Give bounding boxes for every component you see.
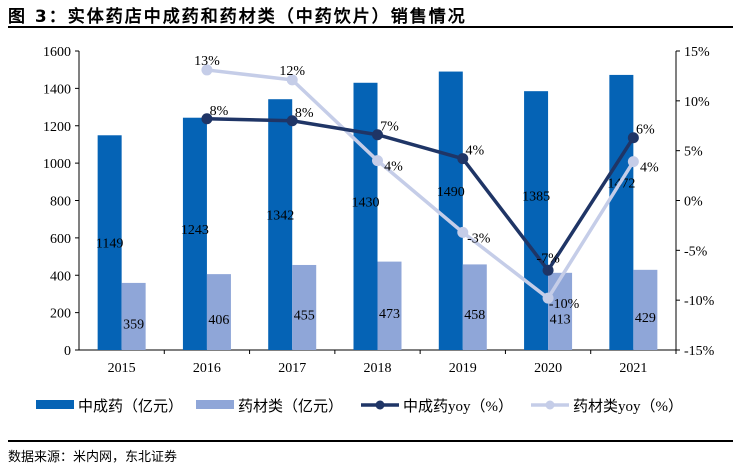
bar-patent	[524, 91, 549, 350]
bar-patent	[438, 71, 463, 351]
bar-label-patent: 1490	[437, 185, 465, 200]
bar-herbs	[377, 261, 402, 350]
line-marker	[201, 64, 213, 76]
bar-label-patent: 1342	[266, 209, 294, 224]
bar-label-herbs: 458	[464, 308, 485, 323]
bar-patent	[182, 117, 207, 350]
line-label: 8%	[295, 106, 314, 121]
title-rule	[8, 26, 733, 28]
bar-herbs	[548, 272, 573, 350]
right-tick-label: -5%	[684, 244, 708, 259]
line-label: 13%	[194, 54, 220, 69]
left-tick-label: 1400	[43, 82, 71, 97]
legend-swatch	[196, 400, 234, 409]
left-tick-label: 1200	[43, 120, 71, 135]
right-tick-label: 5%	[684, 145, 703, 160]
line-marker	[286, 115, 298, 127]
bar-patent	[97, 135, 122, 350]
footer-rule	[8, 440, 733, 442]
line-label: 4%	[465, 144, 484, 159]
line-patent-yoy	[206, 117, 635, 274]
left-tick-label: 1600	[43, 45, 71, 60]
bar-label-patent: 1430	[352, 195, 380, 210]
legend-label: 药材类（亿元）	[238, 398, 343, 415]
bar-label-herbs: 429	[635, 311, 656, 326]
right-tick-label: 15%	[684, 45, 710, 60]
bar-label-herbs: 473	[379, 307, 400, 322]
right-tick-label: -10%	[684, 294, 715, 309]
x-tick-label: 2020	[534, 361, 562, 376]
line-marker	[286, 74, 298, 86]
line-label: -3%	[467, 231, 491, 246]
line-marker	[372, 129, 383, 141]
legend-marker	[545, 400, 555, 410]
bar-herbs	[633, 269, 658, 350]
x-tick-label: 2019	[449, 361, 477, 376]
line-marker	[542, 264, 554, 276]
bar-herbs	[292, 264, 317, 350]
bar-label-patent: 1385	[522, 190, 550, 205]
left-tick-label: 600	[50, 232, 71, 247]
left-tick-label: 800	[50, 195, 71, 210]
line-marker	[627, 156, 639, 168]
line-marker	[372, 155, 383, 167]
bar-label-herbs: 413	[550, 312, 571, 327]
figure-title: 图 3：实体药店中成药和药材类（中药饮片）销售情况	[8, 7, 467, 27]
bar-patent	[268, 99, 293, 351]
left-tick-label: 400	[50, 269, 71, 284]
line-marker	[457, 153, 469, 165]
bar-label-herbs: 406	[208, 313, 229, 328]
line-label: 6%	[636, 123, 655, 138]
x-tick-label: 2015	[108, 361, 136, 376]
chart: 0 200 400 600 800 1000 1200 1400 1600 -15% -10% -5%…	[36, 45, 715, 415]
line-marker	[627, 132, 639, 144]
legend-swatch	[36, 400, 74, 409]
bar-patent	[609, 74, 634, 351]
source-note: 数据来源：米内网，东北证券	[8, 450, 178, 465]
bar-herbs	[206, 274, 231, 350]
bar-patent	[353, 82, 378, 351]
left-tick-label: 1000	[43, 157, 71, 172]
bar-herbs	[462, 264, 487, 350]
x-tick-label: 2016	[193, 361, 221, 376]
line-marker	[457, 226, 469, 238]
x-tick-label: 2018	[364, 361, 392, 376]
legend-label: 中成药yoy（%）	[403, 398, 513, 415]
right-tick-label: -15%	[684, 344, 715, 359]
line-label: 8%	[210, 104, 229, 119]
line-label: 4%	[640, 161, 659, 176]
line-marker	[201, 113, 213, 125]
x-tick-label: 2021	[619, 361, 647, 376]
line-label: 12%	[279, 64, 305, 79]
line-label: -10%	[549, 297, 580, 312]
bar-label-herbs: 455	[294, 308, 315, 323]
legend-label: 药材类yoy（%）	[573, 398, 683, 415]
right-tick-label: 10%	[684, 95, 710, 110]
legend-label: 中成药（亿元）	[78, 398, 183, 415]
x-tick-label: 2017	[278, 361, 306, 376]
left-tick-label: 0	[64, 344, 71, 359]
right-tick-label: 0%	[684, 195, 703, 210]
line-herbs-yoy	[206, 68, 635, 301]
bar-label-herbs: 359	[123, 317, 144, 332]
line-label: -7%	[536, 251, 560, 266]
line-label: 4%	[384, 160, 403, 175]
legend-marker	[375, 400, 385, 410]
bar-label-patent: 1243	[181, 223, 209, 238]
left-tick-label: 200	[50, 307, 71, 322]
line-label: 7%	[380, 120, 399, 135]
bar-herbs	[121, 282, 146, 350]
bar-label-patent: 1149	[96, 237, 123, 252]
line-marker	[542, 292, 554, 304]
